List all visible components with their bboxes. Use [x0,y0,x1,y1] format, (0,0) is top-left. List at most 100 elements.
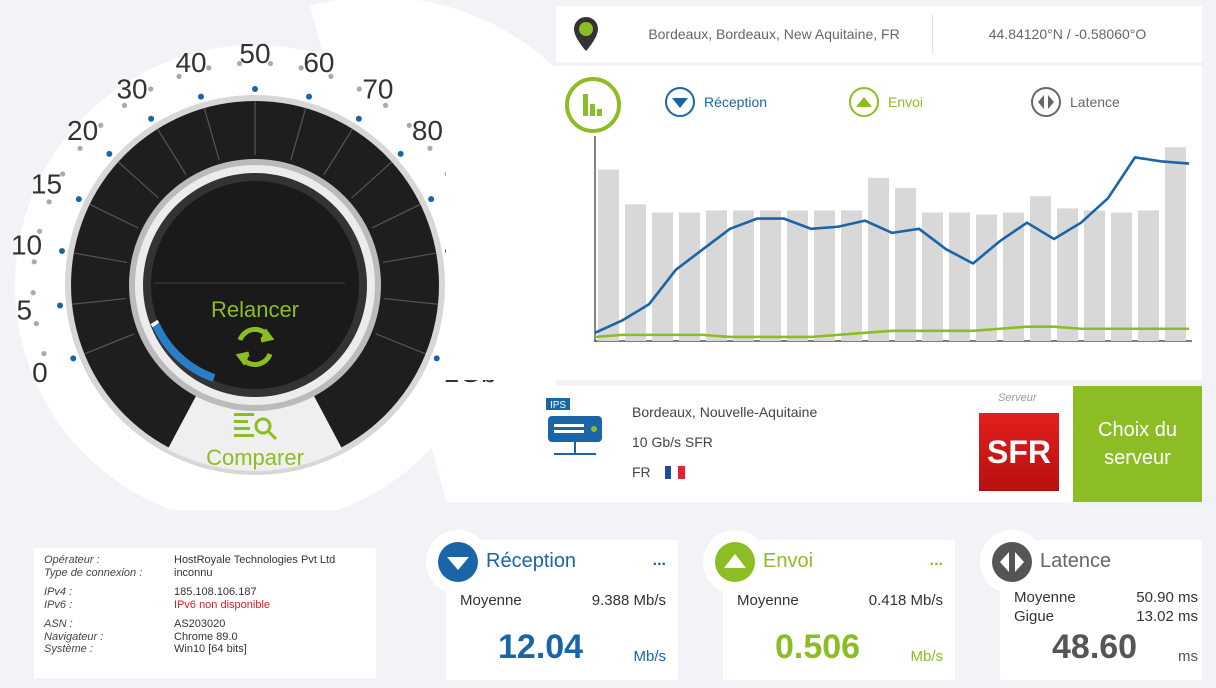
legend-envoi[interactable]: Envoi [848,86,923,118]
chart-bar [1165,147,1186,341]
info-row: IPv4 : 185.108.106.187 [44,586,366,599]
envoi-unit: Mb/s [910,648,943,665]
server-ips-icon: IPS [546,398,604,467]
gauge-segment [203,107,220,161]
reception-line [594,156,1190,335]
chart-bar [868,177,889,341]
gauge-dot [60,171,66,177]
latency-icon [1031,87,1061,117]
server-label: Serveur [998,392,1037,404]
info-key: Système : [44,643,93,655]
info-value: HostRoyale Technologies Pvt Ltd [174,554,336,566]
gauge-tick-label: 40 [175,47,206,78]
chart-bar [922,212,943,341]
stat-reception: Réception ... Moyenne 9.388 Mb/s 12.04 M… [426,530,678,680]
server-speed: 10 Gb/s SFR [632,434,713,450]
info-key: Navigateur : [44,630,104,643]
gauge-tick-label: 20 [67,115,98,146]
chart-bar [814,210,835,341]
legend-reception[interactable]: Réception [664,86,767,118]
info-key: ASN : [44,618,73,630]
latency-icon [980,530,1044,594]
gauge-segment [382,252,437,264]
info-key: IPv4 : [44,586,73,598]
reception-value: 12.04 [498,628,584,666]
gauge-dot [427,145,433,151]
info-value: AS203020 [174,618,226,630]
chart-bar [598,169,619,341]
chart-icon[interactable] [564,76,622,139]
chart-bar [679,212,700,341]
gauge-dot [33,320,39,327]
divider [932,14,933,54]
chart-bar [625,204,646,341]
speed-chart [594,136,1192,342]
compare-icon [234,413,278,441]
server-location: Bordeaux, Nouvelle-Aquitaine [632,404,818,420]
gauge-segment [89,203,139,229]
info-value: IPv6 non disponible [174,598,271,611]
chart-bar [760,210,781,341]
upload-icon [849,87,879,117]
gauge-tick-label: 15 [31,168,62,199]
gauge-dot [30,290,36,296]
gauge-segment [323,128,354,176]
reception-unit: Mb/s [633,648,666,665]
latence-jitter: 13.02 ms [1136,608,1198,625]
envoi-title: Envoi [763,550,814,572]
chart-bar [706,210,727,341]
chart-bar [1003,212,1024,341]
gauge-segment [384,297,439,305]
gauge-tick-label: 50 [239,38,270,69]
gauge-segment [84,333,135,355]
gauge-dot [298,65,304,71]
location-bar: Bordeaux, Bordeaux, New Aquitaine, FR 44… [556,6,1202,62]
compare-button[interactable]: Comparer [206,445,304,470]
gauge-dot [356,86,362,92]
envoi-avg: 0.418 Mb/s [868,592,943,609]
info-key: IPv6 : [44,598,73,611]
chart-bar [733,210,754,341]
chart-bar [895,188,916,341]
gauge-tick-label: 30 [116,73,147,104]
gauge-segment [290,107,307,161]
chart-bar [1030,196,1051,341]
latence-title: Latence [1040,550,1112,572]
envoi-avg-label: Moyenne [737,592,799,609]
choose-server-button[interactable]: Choix du serveur [1073,386,1202,502]
chart-bar [787,210,808,341]
reception-more[interactable]: ... [652,552,666,569]
info-value: Chrome 89.0 [174,630,238,643]
info-row: Navigateur : Chrome 89.0 [44,631,366,644]
envoi-more[interactable]: ... [929,552,943,569]
gauge-dot [148,86,154,92]
info-row: Opérateur : HostRoyale Technologies Pvt L… [44,554,366,567]
gauge-dot [328,73,334,79]
info-row: ASN : AS203020 [44,618,366,631]
chart-bar [1057,208,1078,341]
latence-jitter-label: Gigue [1014,608,1055,625]
gauge-tick-label: 80 [412,115,443,146]
relaunch-button[interactable]: Relancer [211,297,299,322]
latence-value: 48.60 [1052,628,1138,666]
gauge-dot [98,122,104,128]
ips-label: IPS [550,400,566,411]
chart-bar [976,214,997,341]
gauge-segment [117,161,159,199]
chart-bar [1138,210,1159,341]
reception-avg-label: Moyenne [460,592,522,609]
flag-fr-icon [664,465,685,479]
refresh-icon[interactable] [235,326,275,368]
download-icon [426,530,490,594]
chart-panel: Réception Envoi Latence [446,66,1202,380]
chart-bar [1111,212,1132,341]
legend-latence[interactable]: Latence [1030,86,1120,118]
server-panel: IPS Bordeaux, Nouvelle-Aquitaine 10 Gb/s… [446,386,1202,502]
info-value: inconnu [174,566,213,579]
server-country: FR [632,464,651,480]
location-coords: 44.84120°N / -0.58060°O [988,26,1147,42]
gauge-dot [41,351,47,357]
latence-unit: ms [1178,648,1198,665]
info-value: 185.108.106.187 [174,586,257,598]
gauge-segment [371,203,421,229]
